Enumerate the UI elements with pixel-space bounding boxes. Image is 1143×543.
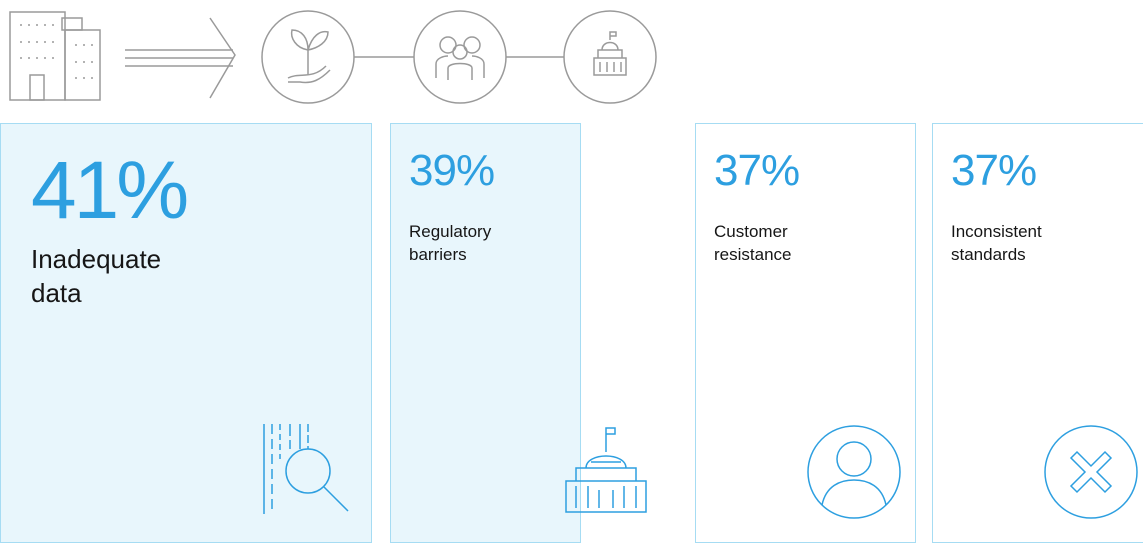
label: Inadequate data — [31, 244, 162, 308]
percentage: 37% — [951, 146, 1037, 195]
data-icon: 01 — [263, 424, 349, 514]
percentage: 39% — [409, 146, 495, 195]
svg-text:01: 01 — [298, 464, 317, 482]
percentage: 41% — [31, 145, 189, 236]
percentage: 37% — [714, 146, 800, 195]
person-icon — [807, 425, 901, 519]
capitol-icon — [565, 427, 647, 513]
x-icon — [1044, 425, 1138, 519]
label: Customer resistance — [714, 222, 792, 264]
card: 37% Inconsistent standards — [932, 123, 1143, 543]
card: 41% Inadequate data 01 — [0, 123, 372, 543]
label: Regulatory barriers — [409, 222, 492, 264]
card: 39% Regulatory barriers — [390, 123, 647, 543]
label: Inconsistent standards — [951, 222, 1042, 264]
top-icons — [9, 10, 657, 104]
card: 37% Customer resistance — [695, 123, 916, 543]
